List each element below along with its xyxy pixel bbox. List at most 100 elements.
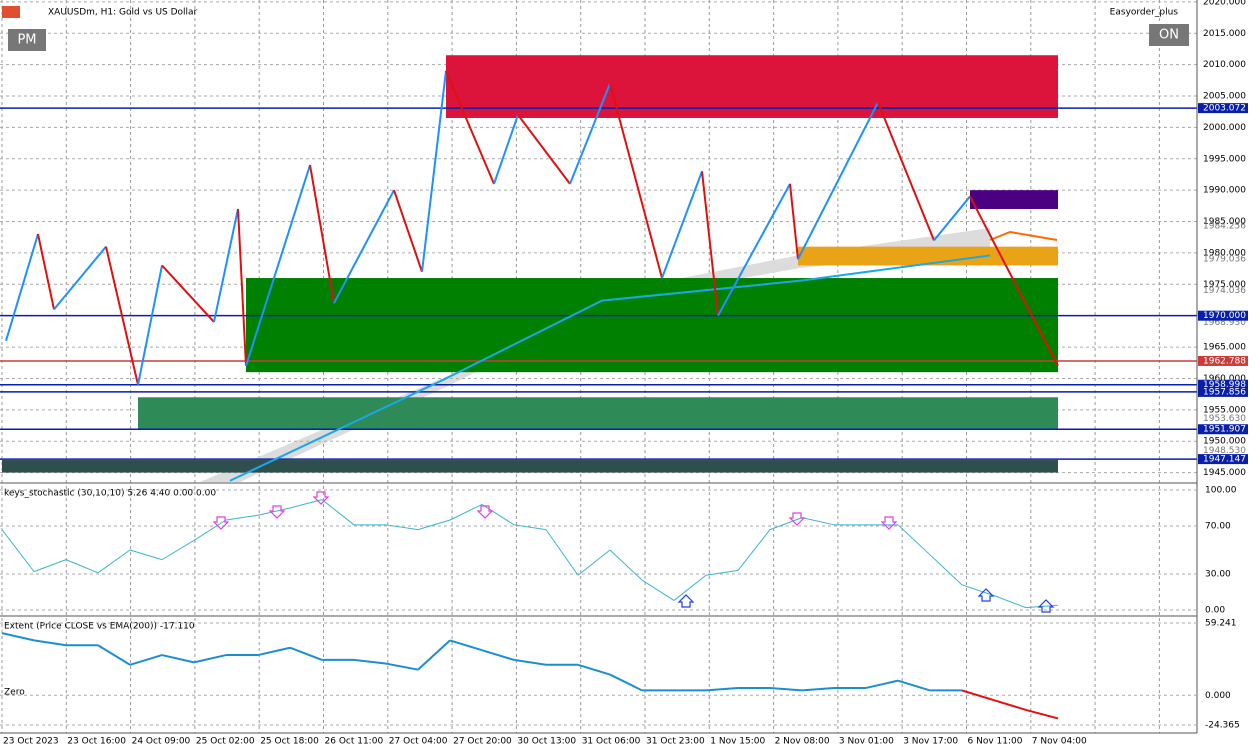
zigzag-segment — [661, 170, 703, 279]
y-tick-label: -24.365 — [1205, 720, 1240, 730]
symbol-label: XAUUSDm, H1: Gold vs US Dollar — [48, 8, 198, 18]
indicator-segment — [321, 499, 355, 526]
on-button-label[interactable]: ON — [1159, 28, 1179, 43]
zigzag-segment — [137, 265, 163, 385]
indicator-segment — [513, 524, 547, 531]
indicator-segment — [929, 554, 963, 586]
indicator-segment — [97, 644, 131, 666]
pm-button-label[interactable]: PM — [17, 33, 36, 48]
level-tag — [1198, 355, 1248, 366]
level-label: 1947.147 — [1203, 455, 1246, 465]
indicator-segment — [609, 673, 643, 692]
indicator-segment — [353, 658, 387, 665]
indicator-segment — [513, 658, 547, 666]
zigzag-segment — [5, 233, 39, 342]
indicator-segment — [129, 549, 163, 561]
y-tick-label: 2005.000 — [1203, 92, 1246, 102]
zigzag-segment — [717, 183, 791, 317]
indicator-segment — [449, 639, 483, 652]
zigzag-segment — [609, 83, 663, 279]
y-tick-label: 1985.000 — [1203, 217, 1246, 227]
indicator-segment — [481, 649, 515, 661]
x-tick-label: 23 Oct 16:00 — [67, 737, 126, 747]
y-tick-label: 70.00 — [1205, 522, 1231, 532]
ema-line — [229, 254, 991, 482]
zigzag-segment — [333, 189, 395, 304]
y-tick-label: 2020.000 — [1203, 0, 1246, 7]
zigzag-segment — [797, 101, 879, 260]
x-tick-label: 25 Oct 02:00 — [196, 737, 255, 747]
zone — [2, 460, 1058, 473]
indicator-segment — [993, 595, 1027, 609]
indicator-segment — [417, 639, 451, 671]
time-axis: 23 Oct 2023 23 Oct 16:00 24 Oct 09:00 25 Oc… — [3, 737, 1087, 747]
level-tag — [1198, 310, 1248, 321]
indicator-segment — [609, 549, 643, 581]
indicator-segment — [161, 539, 195, 561]
panel-title: keys_stochastic (30,10,10) 5.26 4.40 0.0… — [4, 489, 216, 499]
level-label: 1970.000 — [1203, 311, 1246, 321]
x-tick-label: 7 Nov 04:00 — [1032, 737, 1087, 747]
level-label: 2003.072 — [1203, 104, 1246, 114]
y-tick-label: 0.00 — [1205, 606, 1225, 616]
y-tick-label: 30.00 — [1205, 570, 1231, 580]
indicator-segment — [801, 686, 835, 692]
indicator-segment — [897, 679, 931, 692]
x-tick-label: 27 Oct 20:00 — [453, 737, 512, 747]
price-marker-label: 1974.036 — [1203, 286, 1246, 296]
level-tag — [1198, 379, 1248, 390]
zigzag-segment — [309, 164, 335, 304]
on-button[interactable] — [1149, 24, 1189, 46]
y-tick-label: 1980.000 — [1203, 248, 1246, 258]
zigzag-segment — [105, 246, 139, 385]
y-tick-label: 100.00 — [1205, 486, 1237, 496]
indicator-segment — [769, 517, 803, 531]
level-tag — [1198, 424, 1248, 435]
zigzag-segment — [421, 70, 447, 272]
pm-button[interactable] — [8, 29, 46, 51]
level-label: 1957.856 — [1203, 387, 1246, 397]
expert-label: Easyorder_plus — [1110, 8, 1179, 18]
forecast-line — [989, 230, 1058, 241]
x-tick-label: 26 Oct 11:00 — [325, 737, 384, 747]
indicator-segment — [897, 524, 931, 556]
indicator-segment — [225, 514, 259, 521]
x-tick-label: 6 Nov 11:00 — [968, 737, 1023, 747]
level-tag — [1198, 103, 1248, 114]
zone — [970, 190, 1058, 209]
indicator-segment — [1, 529, 35, 572]
level-label: 1962.788 — [1203, 356, 1246, 366]
indicator-segment — [385, 524, 419, 531]
y-tick-label: 1960.000 — [1203, 374, 1246, 384]
indicator-segment — [417, 519, 451, 531]
price-marker-label: 1948.530 — [1203, 446, 1246, 456]
x-tick-label: 3 Nov 17:00 — [903, 737, 958, 747]
indicator-segment — [961, 689, 995, 702]
indicator-segment — [737, 529, 771, 571]
indicator-segment — [481, 503, 515, 526]
indicator-segment — [289, 646, 323, 661]
y-tick-label: 1995.000 — [1203, 154, 1246, 164]
zigzag-segment — [877, 101, 935, 241]
zigzag-segment — [789, 183, 799, 260]
zigzag-segment — [245, 164, 311, 367]
zero-label: Zero — [4, 688, 25, 698]
zone — [138, 397, 1058, 429]
zone — [246, 278, 1058, 373]
level-tag — [1198, 386, 1248, 397]
indicator-segment — [449, 503, 483, 521]
price-marker-label: 1984.256 — [1203, 222, 1246, 232]
price-marker-label: 1968.930 — [1203, 318, 1246, 328]
zigzag-segment — [969, 195, 1059, 367]
price-panel: 2020.000 2015.000 2010.000 2005.000 2000.000… — [0, 0, 1248, 482]
indicator-segment — [257, 646, 291, 657]
indicator-segment — [257, 507, 291, 516]
zigzag-segment — [701, 171, 719, 316]
indicator-segment — [577, 549, 611, 576]
indicator-segment — [1, 632, 35, 642]
y-tick-label: 2000.000 — [1203, 123, 1246, 133]
zigzag-segment — [53, 246, 107, 311]
indicator-segment — [97, 549, 131, 574]
